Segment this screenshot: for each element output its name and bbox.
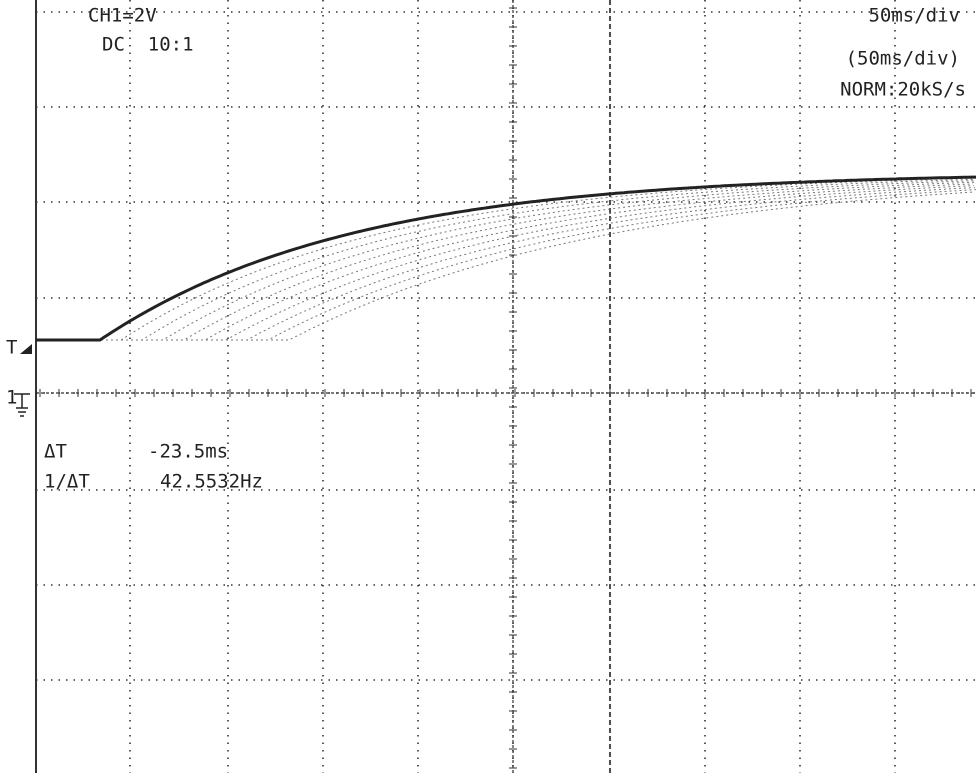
delta-t-value: -23.5ms	[148, 441, 228, 463]
trigger-marker: T	[6, 337, 17, 359]
trace	[36, 183, 974, 341]
inverse-delta-t-value: 42.5532Hz	[160, 471, 263, 493]
ground-marker: 1	[6, 387, 17, 409]
trace	[36, 175, 976, 342]
timebase-zoom: (50ms/div)	[846, 48, 960, 70]
trace	[36, 185, 975, 341]
acquisition-mode: NORM:20kS/s	[840, 79, 966, 101]
trigger-arrow	[20, 344, 32, 354]
delta-t-label: ΔT	[44, 441, 67, 463]
trace	[36, 187, 976, 341]
trace	[36, 181, 976, 341]
trace	[36, 191, 974, 341]
ground-symbol	[14, 393, 30, 417]
timebase: 50ms/div	[868, 5, 960, 27]
inverse-delta-t-label: 1/ΔT	[44, 471, 90, 493]
trace	[36, 177, 974, 341]
channel-scale: CH1=2V	[88, 5, 157, 27]
coupling: DC 10:1	[102, 34, 194, 56]
waveform	[36, 175, 976, 342]
graticule	[36, 0, 976, 773]
